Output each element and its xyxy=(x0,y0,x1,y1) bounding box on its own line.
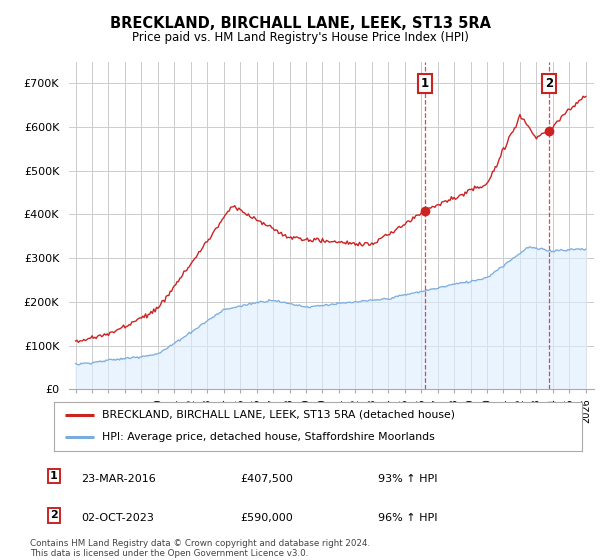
Text: 93% ↑ HPI: 93% ↑ HPI xyxy=(378,474,437,484)
Text: Contains HM Land Registry data © Crown copyright and database right 2024.: Contains HM Land Registry data © Crown c… xyxy=(30,539,370,548)
Text: BRECKLAND, BIRCHALL LANE, LEEK, ST13 5RA (detached house): BRECKLAND, BIRCHALL LANE, LEEK, ST13 5RA… xyxy=(101,410,455,420)
Text: £407,500: £407,500 xyxy=(240,474,293,484)
Text: 1: 1 xyxy=(421,77,429,90)
Text: 2: 2 xyxy=(50,510,58,520)
Text: BRECKLAND, BIRCHALL LANE, LEEK, ST13 5RA: BRECKLAND, BIRCHALL LANE, LEEK, ST13 5RA xyxy=(110,16,491,31)
Text: Price paid vs. HM Land Registry's House Price Index (HPI): Price paid vs. HM Land Registry's House … xyxy=(131,31,469,44)
Text: 2: 2 xyxy=(545,77,553,90)
Text: 02-OCT-2023: 02-OCT-2023 xyxy=(81,513,154,523)
Text: 23-MAR-2016: 23-MAR-2016 xyxy=(81,474,156,484)
Text: 96% ↑ HPI: 96% ↑ HPI xyxy=(378,513,437,523)
Text: £590,000: £590,000 xyxy=(240,513,293,523)
Text: HPI: Average price, detached house, Staffordshire Moorlands: HPI: Average price, detached house, Staf… xyxy=(101,432,434,442)
Text: This data is licensed under the Open Government Licence v3.0.: This data is licensed under the Open Gov… xyxy=(30,549,308,558)
Text: 1: 1 xyxy=(50,471,58,481)
